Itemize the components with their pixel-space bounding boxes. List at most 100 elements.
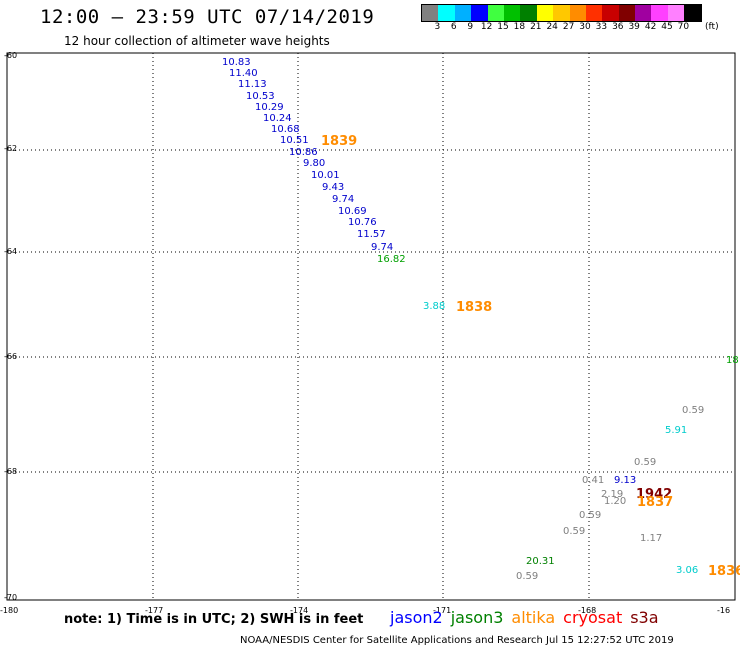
lon-label-4: -168: [578, 606, 596, 615]
swh-value: 11.13: [238, 79, 267, 90]
swh-value: 9.13: [614, 475, 636, 486]
legend-label-5: 18: [513, 22, 526, 32]
legend-label-1: 6: [450, 22, 457, 32]
legend-swatch-2: [454, 5, 472, 21]
swh-value: 10.29: [255, 102, 284, 113]
satellite-jason3: jason3: [450, 608, 504, 627]
units-note: note: 1) Time is in UTC; 2) SWH is in fe…: [64, 612, 364, 627]
legend-label-10: 33: [595, 22, 608, 32]
lat-label-0: -60: [4, 51, 17, 60]
legend-swatch-16: [684, 5, 701, 21]
legend-label-6: 21: [530, 22, 542, 32]
pass-time-label: 1942: [636, 487, 672, 502]
swh-value: 10.51: [280, 135, 309, 146]
color-scale-labels: 3 6 9 12 15 18 21 24 27 30 33 36 39 42 45 70 (ft): [421, 22, 740, 34]
legend-label-9: 30: [579, 22, 591, 32]
legend-label-13: 42: [644, 22, 657, 32]
legend-swatch-6: [520, 5, 537, 21]
swh-value: 11.40: [229, 68, 258, 79]
pass-time-label: 1836: [708, 564, 740, 579]
legend-label-0: 3: [434, 22, 441, 32]
credit-line: NOAA/NESDIS Center for Satellite Applica…: [240, 635, 674, 646]
swh-value: 0.59: [579, 510, 601, 521]
map-frame: [6, 52, 736, 601]
swh-value: 11.57: [357, 229, 386, 240]
swh-value: 0.59: [563, 526, 585, 537]
satellite-s3a: s3a: [630, 608, 659, 627]
page-subtitle: 12 hour collection of altimeter wave hei…: [64, 34, 330, 48]
lat-label-5: -70: [4, 593, 17, 602]
map-border: [6, 52, 736, 601]
swh-value: 18: [726, 355, 739, 366]
axis-labels: -60 -62 -64 -66 -68 -70 -180 -177 -174 -171 -168 -1…: [0, 51, 730, 615]
swh-value: 0.41: [582, 475, 604, 486]
lat-label-4: -68: [4, 467, 17, 476]
swh-value: 0.59: [682, 405, 704, 416]
page-title: 12:00 – 23:59 UTC 07/14/2019: [40, 6, 375, 28]
graticule: [7, 53, 735, 600]
observation-labels: 10.8311.4011.1310.5310.2910.2410.6810.51…: [222, 57, 739, 582]
legend-label-14: 45: [661, 22, 673, 32]
lon-label-2: -174: [290, 606, 308, 615]
legend-swatch-7: [536, 5, 554, 21]
legend-label-4: 15: [497, 22, 509, 32]
swh-value: 10.76: [348, 217, 377, 228]
swh-value: 9.74: [371, 242, 393, 253]
swh-value: 2.19: [601, 489, 623, 500]
legend-label-7: 24: [546, 22, 558, 32]
legend-label-3: 12: [480, 22, 493, 32]
legend-swatch-14: [651, 5, 668, 21]
swh-value: 10.24: [263, 113, 292, 124]
swh-value: 9.74: [332, 194, 354, 205]
swh-value: 1.20: [604, 496, 626, 507]
pass-time-label: 1839: [321, 134, 357, 149]
lat-label-2: -64: [4, 247, 17, 256]
swh-value: 0.59: [516, 571, 538, 582]
lon-label-5: -16: [717, 606, 730, 615]
satellite-jason2: jason2: [390, 608, 443, 627]
legend-swatch-11: [602, 5, 619, 21]
swh-value: 9.43: [322, 182, 344, 193]
swh-value: 3.88: [423, 301, 445, 312]
color-scale-legend: [421, 4, 702, 22]
swh-value: 3.06: [676, 565, 698, 576]
lat-label-1: -62: [4, 144, 17, 153]
swh-value: 10.86: [289, 147, 318, 158]
swh-value: 16.82: [377, 254, 406, 265]
lat-label-3: -66: [4, 352, 17, 361]
satellite-cryosat: cryosat: [563, 608, 623, 627]
legend-swatch-13: [635, 5, 652, 21]
legend-swatch-15: [667, 5, 685, 21]
legend-swatch-12: [618, 5, 636, 21]
legend-swatch-5: [503, 5, 521, 21]
swh-value: 1.17: [640, 533, 662, 544]
swh-value: 10.69: [338, 206, 367, 217]
pass-time-label: 1837: [637, 495, 673, 510]
legend-label-11: 36: [612, 22, 624, 32]
legend-swatch-1: [438, 5, 455, 21]
swh-value: 0.59: [634, 457, 656, 468]
legend-swatch-3: [471, 5, 488, 21]
satellite-legend: jason2 jason3 altika cryosat s3a: [390, 608, 667, 627]
legend-swatch-8: [553, 5, 570, 21]
legend-label-16: (ft): [705, 22, 719, 32]
swh-value: 10.53: [246, 91, 275, 102]
swh-value: 9.80: [303, 158, 325, 169]
legend-label-12: 39: [628, 22, 640, 32]
legend-label-8: 27: [562, 22, 575, 32]
lon-label-0: -180: [0, 606, 18, 615]
satellite-altika: altika: [511, 608, 556, 627]
legend-swatch-9: [569, 5, 586, 21]
legend-label-15: 70: [677, 22, 690, 32]
legend-swatch-4: [487, 5, 504, 21]
swh-value: 10.68: [271, 124, 300, 135]
legend-swatch-10: [585, 5, 603, 21]
swh-value: 10.83: [222, 57, 251, 68]
pass-time-label: 1838: [456, 300, 492, 315]
legend-swatch-0: [422, 5, 439, 21]
lon-label-1: -177: [145, 606, 163, 615]
legend-label-2: 9: [467, 22, 474, 32]
lon-label-3: -171: [433, 606, 451, 615]
